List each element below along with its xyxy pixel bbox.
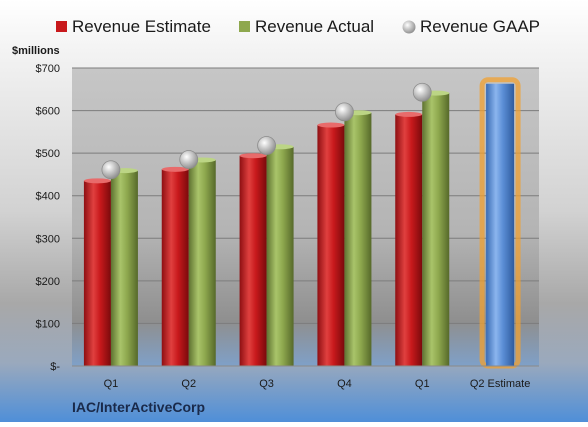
company-name: IAC/InterActiveCorp (72, 399, 205, 415)
legend: Revenue Estimate Revenue Actual Revenue … (56, 17, 540, 36)
y-axis-label: $millions (12, 45, 60, 57)
y-tick-label: $700 (36, 63, 60, 75)
legend-marker-gaap (402, 20, 416, 34)
bar-revenue-actual (344, 112, 372, 366)
bar-revenue-estimate (83, 180, 111, 366)
bar-top-estimate (161, 166, 189, 172)
legend-label-gaap: Revenue GAAP (420, 17, 540, 36)
x-tick-label: Q3 (259, 378, 274, 390)
bar-top-estimate (317, 122, 345, 128)
bar-revenue-estimate (395, 114, 423, 366)
y-tick-label: $300 (36, 233, 60, 245)
bar-revenue-actual (422, 93, 450, 367)
bar-top-estimate (395, 111, 423, 117)
legend-swatch-actual (239, 21, 250, 32)
bar-top-estimate (83, 178, 111, 184)
gaap-markers (101, 82, 432, 180)
bar-revenue-estimate (317, 125, 345, 366)
plot-area (72, 68, 539, 366)
legend-label-estimate: Revenue Estimate (72, 17, 211, 36)
x-tick-label: Q4 (337, 378, 352, 390)
gridlines (72, 67, 539, 324)
x-axis-ticks: Q1 Q2 Q3 Q4 Q1 Q2 Estimate (104, 378, 531, 390)
y-tick-label: $600 (36, 106, 60, 118)
legend-label-actual: Revenue Actual (255, 17, 374, 36)
bars (83, 77, 521, 369)
marker-revenue-gaap (412, 82, 432, 102)
bar-revenue-actual (266, 146, 294, 366)
bar-revenue-estimate (161, 169, 189, 366)
y-tick-label: $500 (36, 148, 60, 160)
bar-top-estimate (239, 153, 267, 159)
legend-swatch-estimate (56, 21, 67, 32)
bar-q2-estimate (486, 83, 515, 366)
y-axis-ticks: $- $100 $200 $300 $400 $500 $600 $700 (36, 63, 61, 373)
bar-revenue-estimate (239, 155, 267, 366)
x-tick-label: Q1 (415, 378, 430, 390)
y-tick-label: $400 (36, 191, 60, 203)
bar-revenue-actual (110, 170, 138, 366)
x-tick-label: Q2 (181, 378, 196, 390)
marker-revenue-gaap (335, 102, 354, 122)
x-tick-label: Q1 (104, 378, 119, 390)
marker-revenue-gaap (257, 136, 276, 155)
bar-revenue-actual (188, 159, 216, 366)
x-tick-label: Q2 Estimate (470, 378, 531, 390)
y-tick-label: $- (50, 361, 60, 373)
y-tick-label: $100 (36, 318, 60, 330)
marker-revenue-gaap (179, 150, 199, 169)
y-tick-label: $200 (36, 276, 60, 288)
marker-revenue-gaap (101, 160, 121, 180)
